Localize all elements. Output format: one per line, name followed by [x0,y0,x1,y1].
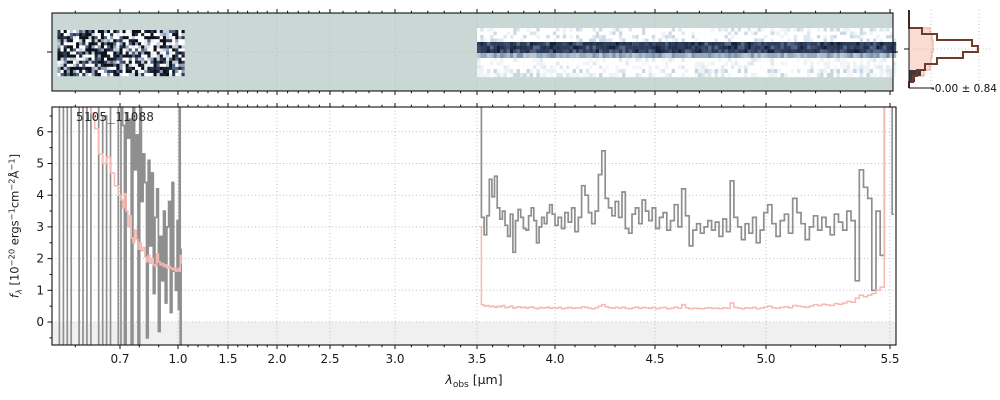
flux-step-line [58,107,894,345]
x-tick-label: 5.5 [880,352,899,366]
hist-observed-line [908,10,979,88]
spectrum-1d-panel: 0.7 1.0 1.5 2.0 2.5 3.0 3.5 4.0 4.5 5.0 5.5 0 1 2 3 4 5 6 [36,103,900,366]
x-axis-unit: [μm] [468,372,503,387]
x-tick-label: 2.0 [267,352,286,366]
x-tick-label: 3.5 [467,352,486,366]
hist-spines [904,10,934,89]
y-tick-label: 3 [36,220,44,234]
tick-labels: 0.7 1.0 1.5 2.0 2.5 3.0 3.5 4.0 4.5 5.0 5.5 0 1 2 3 4 5 6 [36,125,899,366]
y-tick-label: 6 [36,125,44,139]
spec2d-ticks [47,9,898,95]
x-axis-label: λobs [μm] [0,372,948,390]
x-tick-label: 0.7 [110,352,129,366]
x-tick-label: 4.5 [645,352,664,366]
x-tick-label: 1.0 [168,352,187,366]
y-axis-label: fλ [10−20 ergs−1cm−2Å−1] [6,153,24,299]
residual-histogram-panel [904,10,993,89]
x-axis-symbol: λ [445,372,453,387]
x-tick-label: 1.5 [218,352,237,366]
spec2d-panel [47,9,898,95]
residual-stats-label: -0.00 ± 0.84 [930,83,997,95]
y-tick-label: 1 [36,283,44,297]
spec2d-noise-segment [57,30,185,77]
object-id-label: 5105_11088 [76,109,155,124]
x-tick-label: 2.5 [320,352,339,366]
x-tick-label: 5.0 [756,352,775,366]
below-zero-shading [52,322,896,345]
spec2d-trace-segment [477,28,897,78]
y-tick-label: 4 [36,188,44,202]
uncertainty-step-line [90,107,886,310]
x-tick-label: 3.0 [385,352,404,366]
main-ticks [47,103,891,349]
y-tick-label: 2 [36,252,44,266]
hist-secondary-fill [909,10,921,88]
x-tick-label: 4.0 [545,352,564,366]
y-tick-label: 5 [36,157,44,171]
x-axis-subscript: obs [452,380,469,391]
y-tick-label: 0 [36,315,44,329]
